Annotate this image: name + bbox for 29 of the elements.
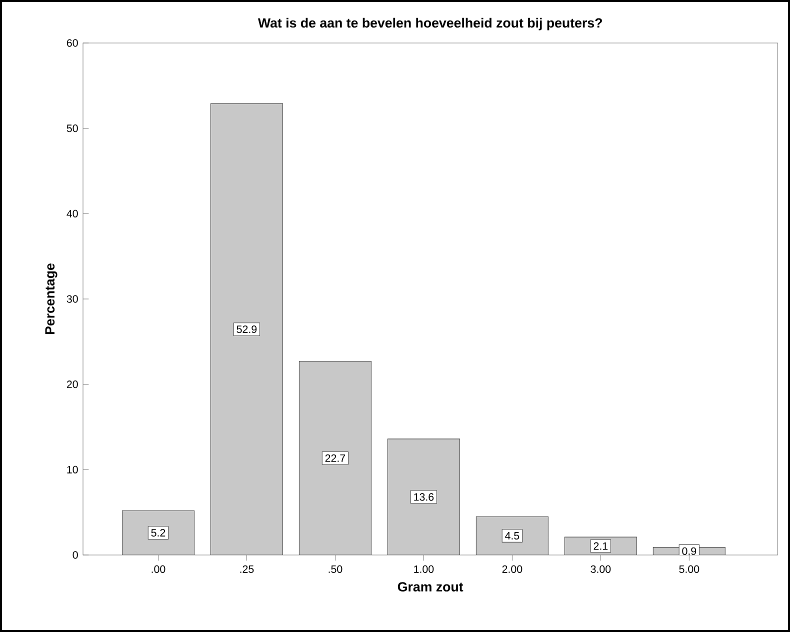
x-tick-label: .00 [152,565,166,573]
y-tick-label: 10 [67,466,78,474]
x-tick-label: .50 [328,565,342,573]
chart-title: Wat is de aan te bevelen hoeveelheid zout bij peuters? [258,18,602,30]
y-tick-label: 20 [66,380,78,388]
y-tick-label: 40 [66,210,78,218]
data-label: 4.5 [505,532,520,540]
y-tick-label: 50 [66,124,78,132]
bar [299,361,372,555]
data-label: 0.9 [682,547,696,555]
bar [210,104,283,555]
bar [122,510,194,555]
data-label: 5.2 [151,529,166,537]
data-label: 22.7 [325,454,346,462]
bar [388,438,460,555]
data-label: 13.6 [414,493,434,501]
x-tick-label: 2.00 [502,565,522,573]
x-tick-label: 3.00 [590,565,611,573]
bar [476,516,548,555]
data-label: 2.1 [594,542,608,550]
y-tick-label: 0 [72,551,78,559]
x-tick-label: 1.00 [414,565,434,573]
x-axis-title: Gram zout [398,582,464,592]
y-axis-title: Percentage [45,264,58,334]
x-tick-label: 5.00 [679,565,700,573]
y-tick-label: 60 [66,39,78,47]
y-tick-label: 30 [66,295,78,303]
data-label: 52.9 [236,326,257,334]
x-tick-label: .25 [240,565,254,573]
